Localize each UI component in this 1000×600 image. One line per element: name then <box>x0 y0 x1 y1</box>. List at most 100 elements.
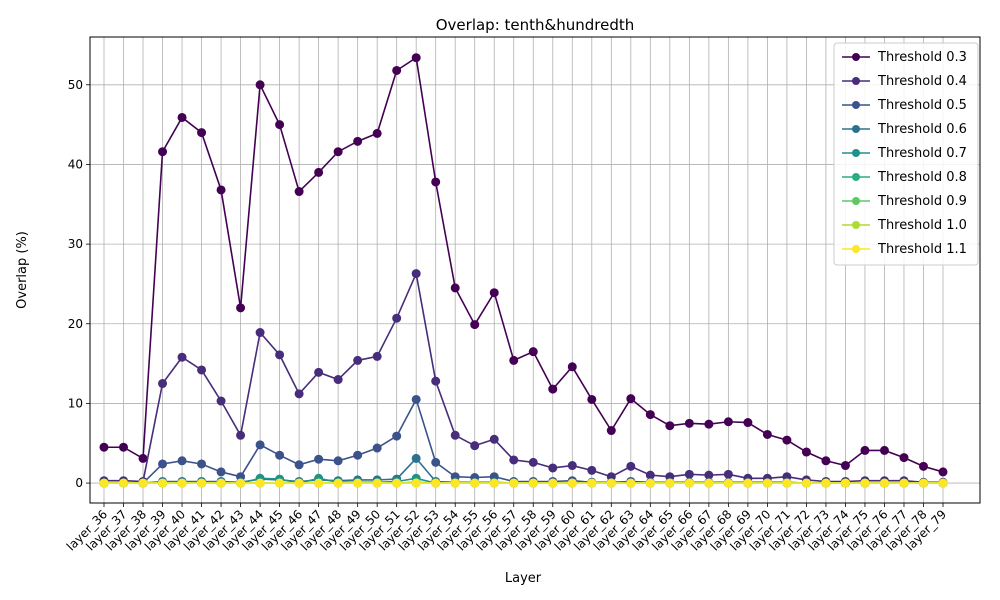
data-point <box>684 478 694 488</box>
y-tick-label: 30 <box>68 237 83 251</box>
data-point <box>158 379 168 389</box>
data-point <box>548 463 558 473</box>
data-point <box>333 478 343 488</box>
legend-swatch-marker <box>852 77 860 85</box>
series <box>99 478 948 488</box>
data-point <box>177 112 187 122</box>
data-point <box>548 384 558 394</box>
chart-title: Overlap: tenth&hundredth <box>436 16 635 34</box>
data-point <box>333 375 343 385</box>
series-line <box>104 56 944 473</box>
data-point <box>431 177 441 187</box>
data-point <box>587 394 597 404</box>
data-point <box>294 460 304 470</box>
data-point <box>275 120 285 130</box>
series-line <box>104 397 943 484</box>
data-point <box>684 418 694 428</box>
data-point <box>899 453 909 463</box>
y-tick-label: 20 <box>68 317 83 331</box>
data-point <box>450 283 460 293</box>
data-point <box>528 478 538 488</box>
data-point <box>255 80 265 90</box>
data-point <box>255 478 265 488</box>
series <box>99 269 948 487</box>
data-point <box>567 478 577 488</box>
data-point <box>119 478 129 488</box>
y-tick-label: 50 <box>68 78 83 92</box>
data-point <box>392 431 402 441</box>
data-point <box>314 167 324 177</box>
data-point <box>353 450 363 460</box>
data-point <box>801 447 811 457</box>
data-point <box>138 478 148 488</box>
legend-entry: Threshold 0.9 <box>877 194 967 209</box>
data-point <box>372 128 382 138</box>
data-point <box>216 396 226 406</box>
data-point <box>879 478 889 488</box>
legend-entry: Threshold 0.4 <box>877 74 967 89</box>
series <box>99 394 948 488</box>
y-tick-label: 0 <box>75 476 83 490</box>
data-point <box>197 128 207 138</box>
data-point <box>450 478 460 488</box>
data-point <box>294 389 304 399</box>
data-point <box>918 478 928 488</box>
series-line <box>104 270 943 484</box>
data-point <box>470 478 480 488</box>
data-point <box>821 478 831 488</box>
data-point <box>723 469 733 479</box>
data-point <box>509 455 519 465</box>
data-point <box>411 269 421 279</box>
data-point <box>782 435 792 445</box>
legend-entry: Threshold 0.3 <box>877 50 967 65</box>
y-tick-label: 40 <box>68 157 83 171</box>
data-point <box>606 478 616 488</box>
data-point <box>236 430 246 440</box>
legend-entry: Threshold 0.5 <box>877 98 967 113</box>
data-point <box>801 478 811 488</box>
legend-entry: Threshold 1.0 <box>877 218 967 233</box>
data-point <box>197 459 207 469</box>
data-point <box>879 445 889 455</box>
data-point <box>840 478 850 488</box>
data-point <box>275 478 285 488</box>
data-point <box>528 347 538 357</box>
data-point <box>216 478 226 488</box>
data-point <box>294 478 304 488</box>
legend-swatch-marker <box>852 149 860 157</box>
data-point <box>275 450 285 460</box>
data-point <box>626 478 636 488</box>
data-point <box>255 328 265 338</box>
legend-box <box>833 42 979 266</box>
data-point <box>548 478 558 488</box>
data-point <box>684 469 694 479</box>
data-point <box>411 53 421 63</box>
data-point <box>411 453 421 463</box>
y-tick-label: 10 <box>68 396 83 410</box>
data-point <box>99 442 109 452</box>
data-point <box>723 478 733 488</box>
data-point <box>431 478 441 488</box>
x-axis-label: Layer <box>505 571 542 586</box>
data-point <box>645 478 655 488</box>
data-point <box>509 478 519 488</box>
data-point <box>860 478 870 488</box>
data-point <box>158 459 168 469</box>
data-point <box>899 478 909 488</box>
data-point <box>275 350 285 360</box>
legend-swatch-marker <box>852 221 860 229</box>
data-point <box>762 478 772 488</box>
data-point <box>762 429 772 439</box>
data-point <box>665 421 675 431</box>
data-point <box>918 461 928 471</box>
data-point <box>606 426 616 436</box>
data-point <box>489 288 499 298</box>
data-point <box>860 445 870 455</box>
data-point <box>567 461 577 471</box>
legend-swatch-marker <box>852 197 860 205</box>
data-point <box>177 478 187 488</box>
data-point <box>489 434 499 444</box>
legend-swatch-marker <box>852 173 860 181</box>
data-point <box>626 394 636 404</box>
